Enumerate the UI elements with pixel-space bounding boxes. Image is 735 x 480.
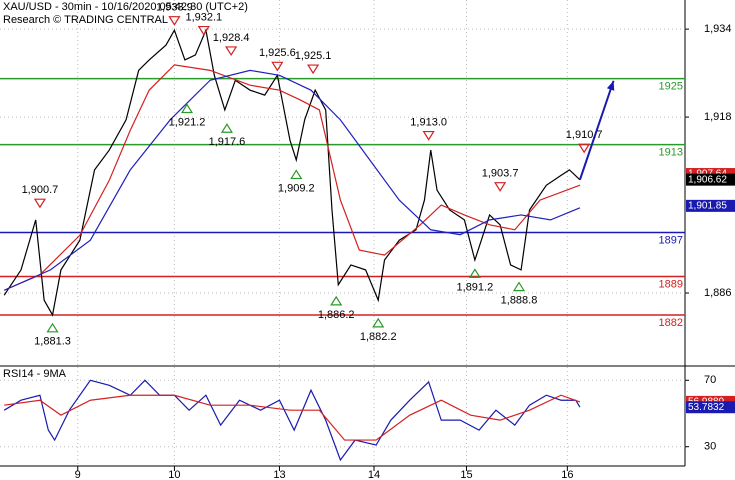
- series-line: [4, 394, 581, 441]
- pivot-marker: [46, 322, 59, 333]
- pivot-marker: [307, 64, 320, 75]
- arrow-head: [606, 80, 615, 91]
- pivot-marker: [422, 130, 435, 141]
- pivot-marker: [578, 143, 591, 154]
- y-tick-label: 1,918: [704, 111, 732, 123]
- x-tick-label: 9: [75, 469, 81, 480]
- pivot-label: 1,925.6: [259, 47, 296, 59]
- pivot-label: 1,925.1: [295, 50, 332, 62]
- chart-title: RSI14 - 9MA: [3, 368, 67, 380]
- pivot-label: 1,886.2: [318, 309, 355, 321]
- y-tick-label: 1,886: [704, 287, 732, 299]
- pivot-label: 1,932.1: [185, 11, 222, 23]
- pivot-label: 1,909.2: [278, 182, 315, 194]
- pivot-label: 1,917.6: [209, 136, 246, 148]
- forecast-arrow: [578, 80, 615, 181]
- pivot-label: 1,900.7: [22, 184, 59, 196]
- pivot-label: 1,928.4: [213, 32, 250, 44]
- series-line: [3, 379, 581, 462]
- pivot-label: 1,933.9: [156, 2, 193, 14]
- series-line: [3, 28, 581, 317]
- pivot-marker: [372, 317, 385, 328]
- last-value-label: 53.7832: [688, 402, 725, 413]
- x-tick-label: 15: [460, 469, 472, 480]
- pivot-label: 1,913.0: [410, 116, 447, 128]
- pivot-marker: [330, 295, 343, 306]
- pivot-label: 1,881.3: [34, 336, 71, 348]
- y-tick-label: 70: [704, 374, 716, 386]
- pivot-marker: [512, 281, 526, 292]
- pivot-marker: [271, 61, 284, 72]
- level-label: 1925: [659, 81, 683, 93]
- chart-subtitle: Research © TRADING CENTRAL: [3, 14, 168, 26]
- pivot-marker: [168, 16, 181, 26]
- pivot-marker: [220, 123, 234, 133]
- pivot-label: 1,903.7: [482, 168, 519, 180]
- x-tick-label: 13: [273, 469, 285, 480]
- pivot-marker: [494, 182, 507, 192]
- series-line: [3, 69, 581, 291]
- x-tick-label: 10: [168, 469, 180, 480]
- pivot-marker: [33, 198, 47, 209]
- x-tick-label: 16: [561, 469, 573, 480]
- x-tick-label: 14: [368, 469, 380, 480]
- last-value-box: [686, 173, 735, 186]
- series-line: [3, 64, 581, 291]
- pivot-label: 1,882.2: [360, 331, 397, 343]
- pivot-label: 1,910.7: [566, 129, 603, 141]
- y-tick-label: 1,934: [704, 23, 732, 35]
- pivot-label: 1,891.2: [457, 281, 494, 293]
- level-label: 1889: [659, 278, 683, 290]
- y-tick-label: 30: [704, 441, 716, 453]
- chart-title: XAU/USD - 30min - 10/16/2020 05:42:30 (U…: [3, 1, 248, 13]
- pivot-marker: [197, 25, 210, 36]
- pivot-label: 1,888.8: [501, 295, 538, 307]
- pivot-marker: [290, 169, 303, 180]
- pivot-marker: [225, 46, 238, 57]
- pivot-label: 1,921.2: [169, 116, 206, 128]
- pivot-marker: [180, 103, 194, 114]
- last-value-box: [686, 199, 735, 212]
- level-label: 1913: [659, 146, 683, 158]
- last-value-box: [686, 401, 735, 414]
- level-label: 1882: [659, 317, 683, 329]
- level-label: 1897: [659, 234, 683, 246]
- last-value-label: 1,901.85: [688, 201, 727, 212]
- pivot-marker: [468, 268, 481, 279]
- last-value-label: 1,906.62: [688, 174, 727, 185]
